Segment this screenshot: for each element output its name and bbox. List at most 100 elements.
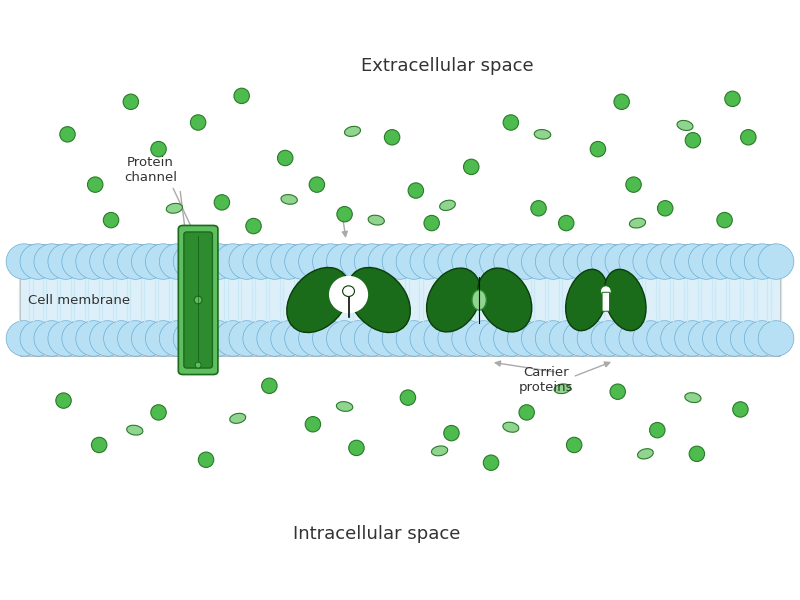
Ellipse shape [626,177,642,193]
Ellipse shape [563,244,599,279]
Ellipse shape [647,244,682,279]
FancyBboxPatch shape [184,232,212,368]
Ellipse shape [368,244,404,279]
Text: Intracellular space: Intracellular space [293,525,460,543]
Ellipse shape [382,321,418,356]
Ellipse shape [689,446,705,461]
Ellipse shape [234,88,250,104]
Ellipse shape [503,422,519,432]
Ellipse shape [730,244,766,279]
Ellipse shape [198,452,214,467]
Ellipse shape [336,401,353,412]
Ellipse shape [48,244,83,279]
Ellipse shape [285,244,320,279]
Ellipse shape [104,244,139,279]
Ellipse shape [410,244,446,279]
Ellipse shape [717,321,752,356]
Ellipse shape [382,244,418,279]
Ellipse shape [452,321,487,356]
Ellipse shape [522,321,557,356]
Ellipse shape [674,244,710,279]
Ellipse shape [610,384,626,400]
Ellipse shape [531,200,546,216]
Ellipse shape [326,321,362,356]
Ellipse shape [689,244,724,279]
Ellipse shape [619,321,654,356]
Ellipse shape [577,321,613,356]
Ellipse shape [6,244,42,279]
Ellipse shape [480,244,515,279]
FancyBboxPatch shape [178,226,218,374]
Ellipse shape [535,244,571,279]
Ellipse shape [689,321,724,356]
Ellipse shape [159,321,195,356]
Ellipse shape [20,244,56,279]
Ellipse shape [354,321,390,356]
Ellipse shape [400,390,416,406]
Ellipse shape [329,276,368,313]
Ellipse shape [702,244,738,279]
Ellipse shape [590,142,606,157]
Ellipse shape [90,244,126,279]
Ellipse shape [174,244,209,279]
Ellipse shape [507,321,543,356]
Ellipse shape [305,416,321,432]
Ellipse shape [257,321,293,356]
Ellipse shape [647,321,682,356]
Ellipse shape [146,321,181,356]
Ellipse shape [717,212,732,228]
Ellipse shape [661,321,696,356]
Ellipse shape [685,133,701,148]
Ellipse shape [591,244,626,279]
Ellipse shape [368,215,384,225]
Ellipse shape [478,268,532,332]
Ellipse shape [215,321,250,356]
Ellipse shape [278,151,293,166]
Ellipse shape [118,244,153,279]
Bar [20,244,780,356]
Ellipse shape [76,244,111,279]
Ellipse shape [190,115,206,130]
Ellipse shape [326,244,362,279]
Ellipse shape [472,290,486,310]
Ellipse shape [194,296,202,304]
Ellipse shape [438,321,474,356]
Ellipse shape [118,321,153,356]
Ellipse shape [440,200,455,211]
Ellipse shape [534,130,550,139]
Ellipse shape [229,321,265,356]
Ellipse shape [661,244,696,279]
Ellipse shape [341,244,376,279]
Ellipse shape [230,413,246,424]
Ellipse shape [604,269,646,331]
Ellipse shape [466,321,502,356]
Ellipse shape [566,269,607,331]
Ellipse shape [444,425,459,441]
Ellipse shape [566,437,582,452]
Ellipse shape [91,437,107,452]
Ellipse shape [151,142,166,157]
Ellipse shape [215,244,250,279]
Ellipse shape [650,422,665,438]
Ellipse shape [90,321,126,356]
Ellipse shape [758,244,794,279]
Ellipse shape [426,268,481,332]
Ellipse shape [146,244,181,279]
Ellipse shape [408,183,423,198]
Ellipse shape [758,321,794,356]
Ellipse shape [630,218,646,228]
Ellipse shape [685,392,701,403]
Ellipse shape [614,94,630,109]
Ellipse shape [741,130,756,145]
Ellipse shape [76,321,111,356]
Ellipse shape [313,244,348,279]
Ellipse shape [431,446,448,456]
Ellipse shape [126,425,143,435]
Ellipse shape [286,268,350,332]
Ellipse shape [633,244,669,279]
Ellipse shape [702,321,738,356]
Ellipse shape [103,212,118,228]
Ellipse shape [20,321,56,356]
Ellipse shape [262,378,277,394]
Ellipse shape [309,177,325,193]
